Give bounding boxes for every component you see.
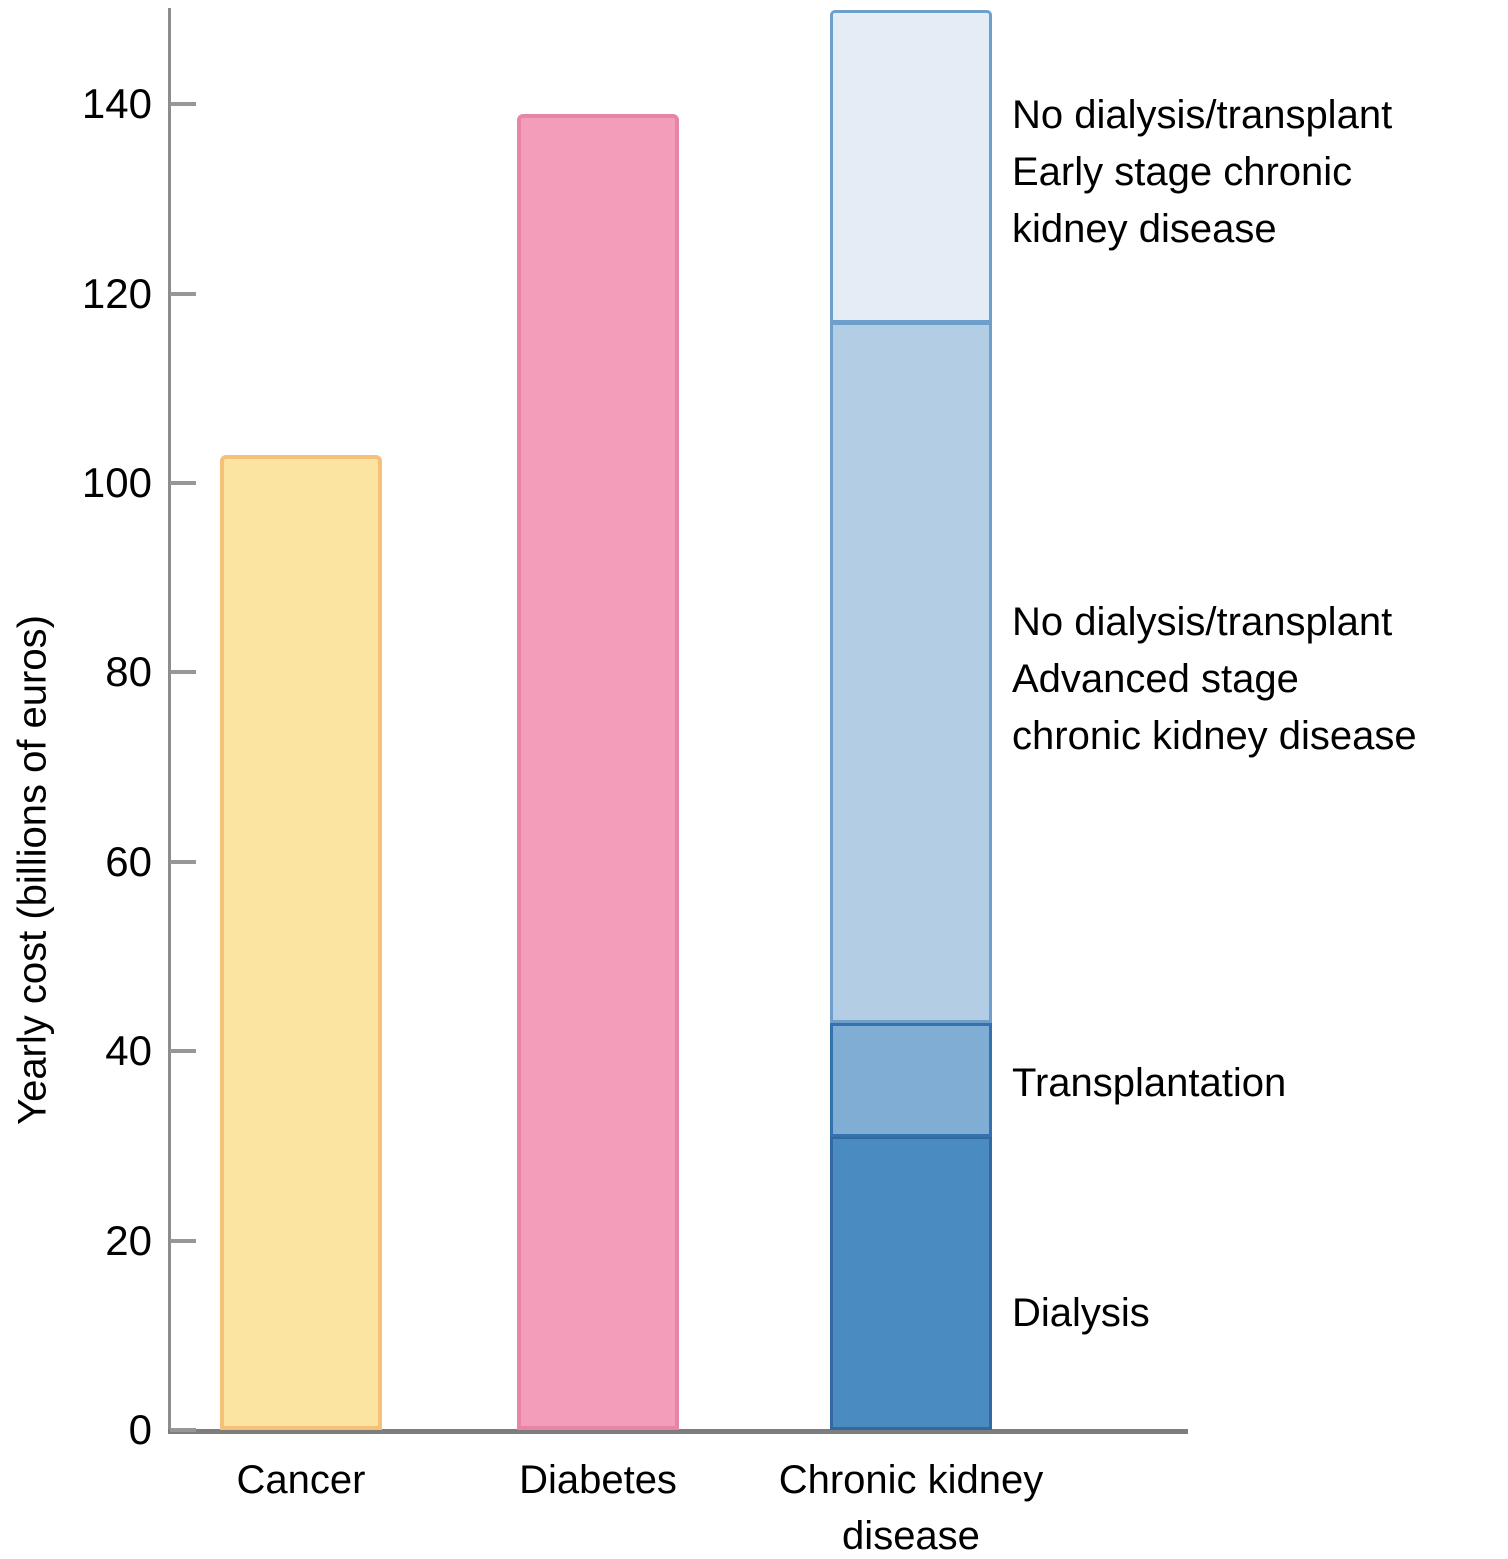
y-tick xyxy=(170,670,196,675)
bar-diabetes xyxy=(517,114,679,1430)
y-tick-label: 40 xyxy=(105,1027,152,1075)
x-category-label-cancer: Cancer xyxy=(236,1458,366,1502)
y-tick xyxy=(170,1049,196,1054)
y-tick-label: 60 xyxy=(105,837,152,885)
y-tick-label: 140 xyxy=(81,80,152,128)
annotation-dialysis: Dialysis xyxy=(1012,1291,1150,1335)
y-tick xyxy=(170,1238,196,1243)
annotation-no-dialysis-transplant: No dialysis/transplant Advanced stage ch… xyxy=(1012,600,1417,758)
y-tick xyxy=(170,481,196,485)
y-tick xyxy=(170,1428,196,1432)
y-tick xyxy=(170,102,196,107)
y-tick-label: 0 xyxy=(128,1406,152,1453)
x-category-label-chronic-kidney-disease: Chronic kidney disease xyxy=(778,1458,1044,1558)
bar-segment-dialysis xyxy=(830,1136,992,1430)
y-tick-label: 80 xyxy=(105,648,152,696)
y-tick-label: 100 xyxy=(81,459,152,506)
y-tick-label: 120 xyxy=(81,269,152,317)
x-category-label-diabetes: Diabetes xyxy=(519,1458,677,1502)
bar-segment-no-dialysis-transplant-advanced-stage-chronic-kidney-disease xyxy=(830,322,992,1023)
bar-segment-no-dialysis-transplant-early-stage-chronic-kidney-disease xyxy=(830,10,992,323)
annotation-no-dialysis-transplant: No dialysis/transplant Early stage chron… xyxy=(1012,93,1393,251)
x-axis-line xyxy=(168,1429,1188,1434)
y-tick xyxy=(170,859,196,864)
bar-segment-transplantation xyxy=(830,1023,992,1137)
y-axis-line xyxy=(168,8,171,1434)
annotation-transplantation: Transplantation xyxy=(1012,1061,1287,1105)
y-tick-label: 20 xyxy=(105,1216,152,1264)
y-tick xyxy=(170,291,196,296)
bar-cancer xyxy=(220,455,382,1430)
